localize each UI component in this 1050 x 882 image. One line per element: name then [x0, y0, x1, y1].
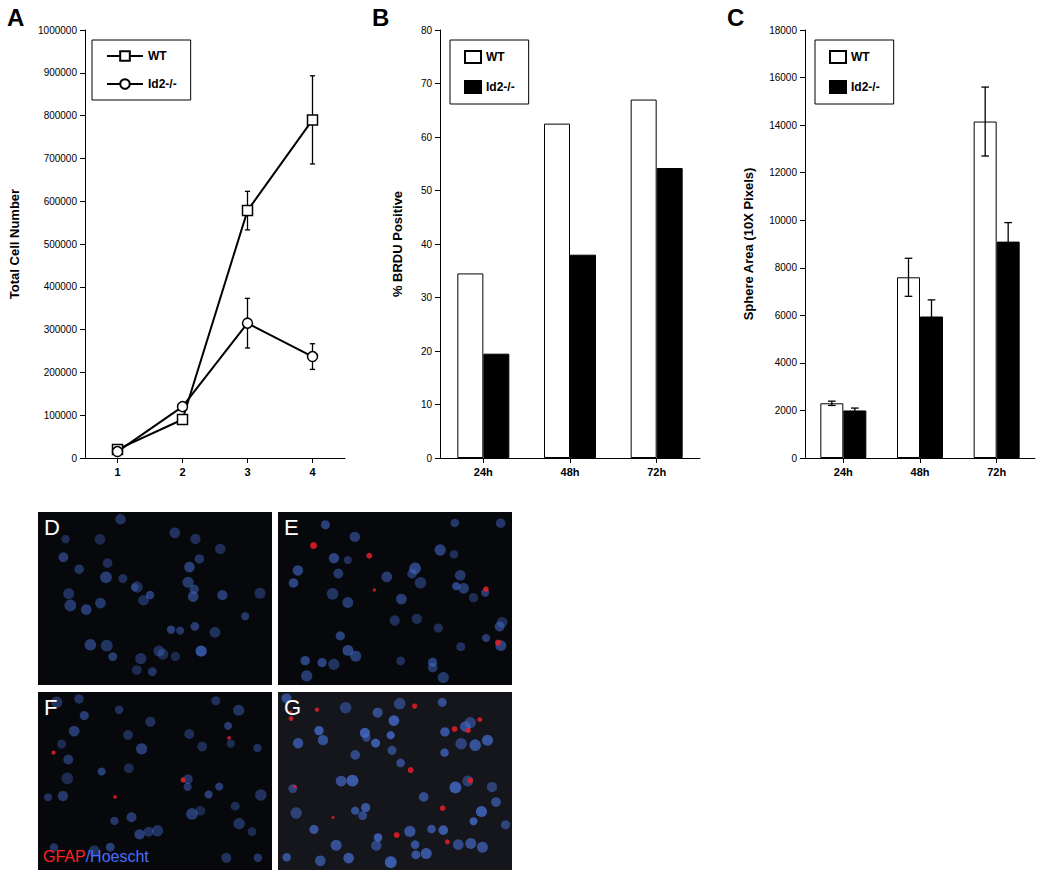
svg-text:0: 0 [71, 453, 77, 464]
svg-text:800000: 800000 [44, 110, 78, 121]
svg-text:E: E [284, 515, 299, 540]
svg-text:0: 0 [791, 453, 797, 464]
svg-text:70: 70 [421, 78, 433, 89]
svg-text:6000: 6000 [775, 310, 798, 321]
svg-text:Id2-/-: Id2-/- [148, 77, 177, 91]
svg-text:GFAP: GFAP [43, 848, 86, 865]
svg-text:3: 3 [244, 466, 250, 478]
svg-text:10000: 10000 [769, 215, 797, 226]
svg-text:500000: 500000 [44, 239, 78, 250]
svg-text:0: 0 [426, 453, 432, 464]
svg-text:400000: 400000 [44, 281, 78, 292]
svg-text:% BRDU Positive: % BRDU Positive [390, 191, 405, 297]
svg-text:/Hoescht: /Hoescht [86, 848, 150, 865]
svg-text:16000: 16000 [769, 72, 797, 83]
svg-text:48h: 48h [561, 466, 580, 478]
svg-text:Id2-/-: Id2-/- [486, 80, 515, 94]
svg-text:72h: 72h [647, 466, 666, 478]
svg-text:100000: 100000 [44, 410, 78, 421]
svg-text:WT: WT [148, 49, 167, 63]
svg-text:200000: 200000 [44, 367, 78, 378]
svg-text:12000: 12000 [769, 167, 797, 178]
svg-text:8000: 8000 [775, 262, 798, 273]
svg-text:1: 1 [114, 466, 120, 478]
svg-text:60: 60 [421, 132, 433, 143]
svg-text:24h: 24h [474, 466, 493, 478]
svg-text:C: C [727, 4, 744, 31]
svg-text:WT: WT [486, 50, 505, 64]
svg-text:10: 10 [421, 399, 433, 410]
svg-text:G: G [284, 695, 301, 720]
svg-text:F: F [44, 695, 57, 720]
svg-text:40: 40 [421, 239, 433, 250]
svg-text:18000: 18000 [769, 25, 797, 36]
svg-text:14000: 14000 [769, 120, 797, 131]
svg-text:900000: 900000 [44, 67, 78, 78]
svg-text:20: 20 [421, 346, 433, 357]
svg-text:Sphere Area (10X Pixels): Sphere Area (10X Pixels) [741, 168, 756, 321]
svg-text:Id2-/-: Id2-/- [851, 80, 880, 94]
svg-text:48h: 48h [911, 466, 930, 478]
svg-text:B: B [372, 4, 389, 31]
svg-text:300000: 300000 [44, 324, 78, 335]
svg-text:2: 2 [179, 466, 185, 478]
svg-text:600000: 600000 [44, 196, 78, 207]
svg-text:1000000: 1000000 [38, 25, 77, 36]
svg-text:D: D [44, 515, 60, 540]
svg-text:700000: 700000 [44, 153, 78, 164]
svg-text:30: 30 [421, 292, 433, 303]
svg-text:Total Cell Number: Total Cell Number [7, 189, 22, 299]
svg-text:WT: WT [851, 50, 870, 64]
svg-text:A: A [7, 4, 24, 31]
svg-text:4: 4 [309, 466, 316, 478]
svg-text:4000: 4000 [775, 357, 798, 368]
svg-text:24h: 24h [834, 466, 853, 478]
svg-text:50: 50 [421, 185, 433, 196]
svg-text:72h: 72h [987, 466, 1006, 478]
svg-text:80: 80 [421, 25, 433, 36]
svg-text:2000: 2000 [775, 405, 798, 416]
